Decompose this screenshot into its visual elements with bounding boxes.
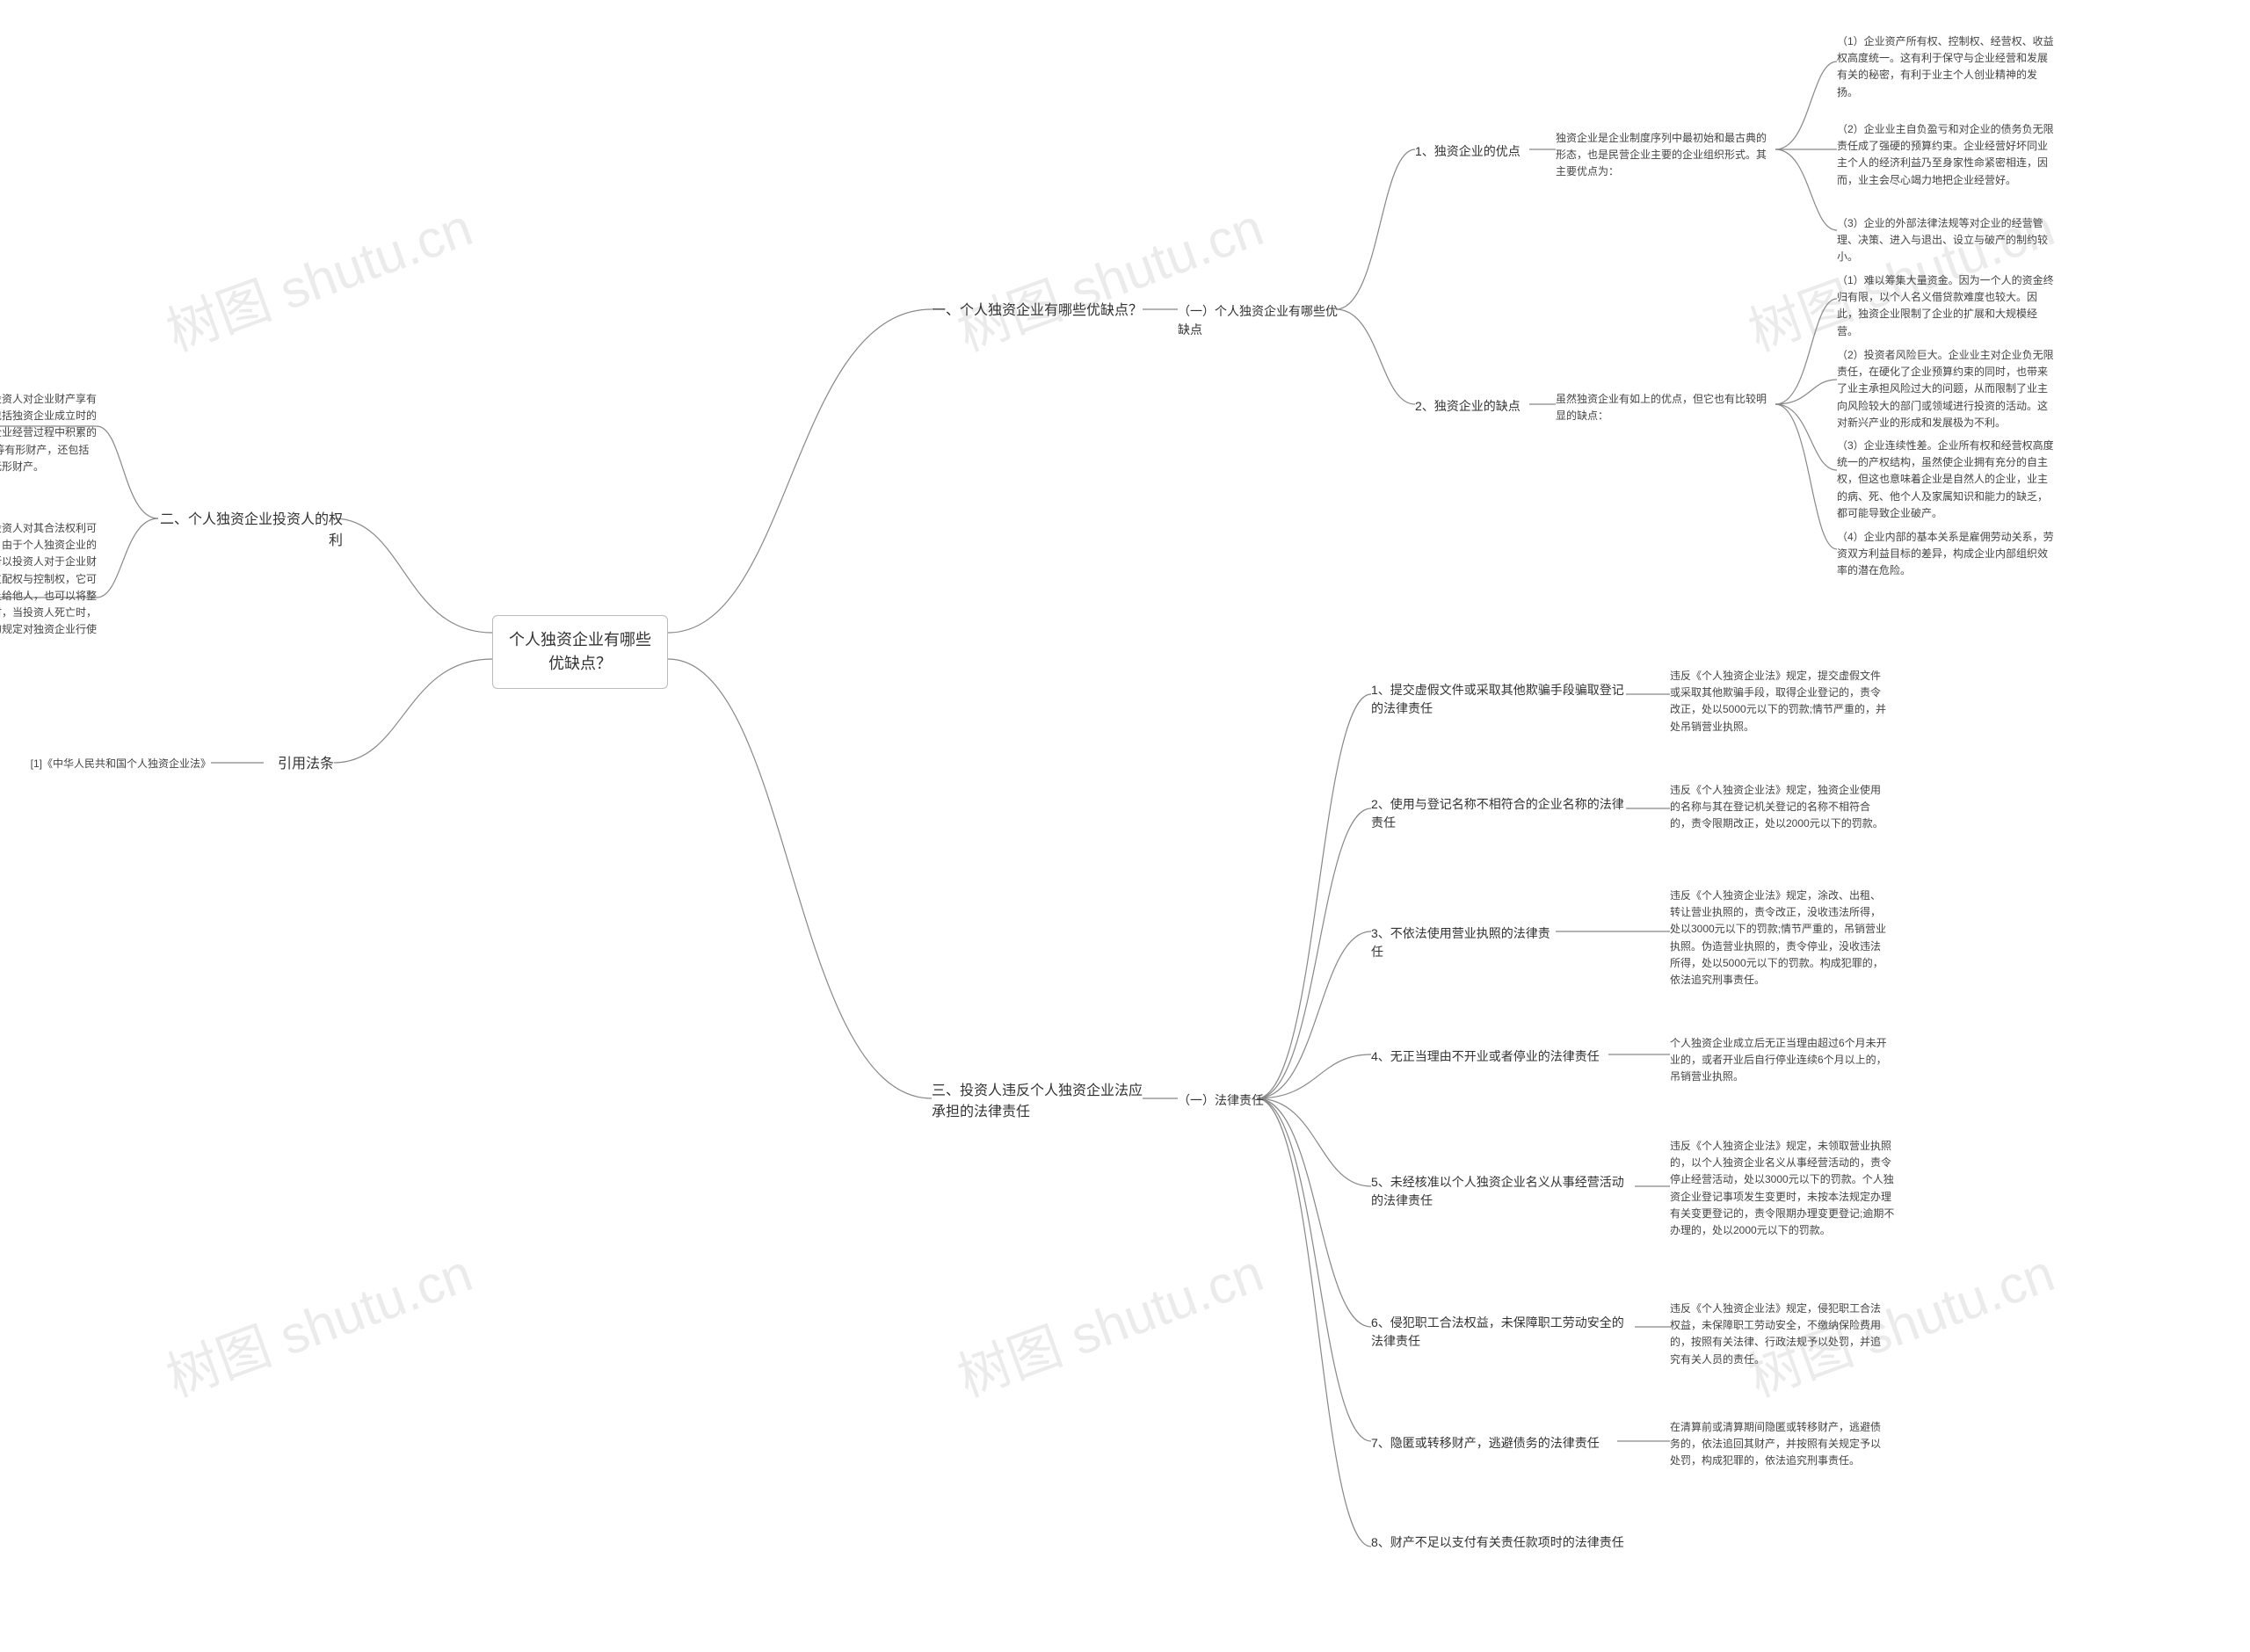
b3-item-2-label: 2、使用与登记名称不相符合的企业名称的法律责任 <box>1371 795 1626 832</box>
b3-item-1-label: 1、提交虚假文件或采取其他欺骗手段骗取登记的法律责任 <box>1371 681 1626 718</box>
b3-item-2-desc: 违反《个人独资企业法》规定，独资企业使用的名称与其在登记机关登记的名称不相符合的… <box>1670 782 1890 833</box>
watermark: 树图 shutu.cn <box>946 1230 1272 1411</box>
branch-3-sub: （一）法律责任 <box>1178 1091 1266 1110</box>
b3-item-3-desc: 违反《个人独资企业法》规定，涂改、出租、转让营业执照的，责令改正，没收违法所得，… <box>1670 888 1890 989</box>
b3-item-7-desc: 在清算前或清算期间隐匿或转移财产，逃避债务的，依法追回其财产，并按照有关规定予以… <box>1670 1419 1890 1470</box>
dis-label: 2、独资企业的缺点 <box>1415 397 1529 416</box>
watermark: 树图 shutu.cn <box>155 185 481 366</box>
branch-3: 三、投资人违反个人独资企业法应承担的法律责任 <box>932 1081 1143 1123</box>
adv-item-1: （1）企业资产所有权、控制权、经营权、收益权高度统一。这有利于保守与企业经营和发… <box>1837 33 2057 101</box>
dis-item-4: （4）企业内部的基本关系是雇佣劳动关系，劳资双方利益目标的差异，构成企业内部组织… <box>1837 529 2057 580</box>
root-node: 个人独资企业有哪些优缺点？ <box>492 615 668 689</box>
b3-item-6-label: 6、侵犯职工合法权益，未保障职工劳动安全的法律责任 <box>1371 1314 1635 1351</box>
branch-4: 引用法条 <box>264 754 334 775</box>
b3-item-6-desc: 违反《个人独资企业法》规定，侵犯职工合法权益，未保障职工劳动安全，不缴纳保险费用… <box>1670 1301 1890 1368</box>
branch-2: 二、个人独资企业投资人的权利 <box>158 510 343 552</box>
adv-label: 1、独资企业的优点 <box>1415 142 1529 161</box>
b3-item-5-label: 5、未经核准以个人独资企业名义从事经营活动的法律责任 <box>1371 1173 1635 1210</box>
adv-item-3: （3）企业的外部法律法规等对企业的经营管理、决策、进入与退出、设立与破产的制约较… <box>1837 215 2057 266</box>
branch-1: 一、个人独资企业有哪些优缺点？ <box>932 301 1151 322</box>
branch-4-item: [1]《中华人民共和国个人独资企业法》 <box>9 756 211 772</box>
dis-desc: 虽然独资企业有如上的优点，但它也有比较明显的缺点： <box>1556 391 1775 424</box>
branch-2-item-2: （二）个人独资企业的投资人对其合法权利可以依法进行转让或继承。由于个人独资企业的… <box>0 520 97 656</box>
dis-item-3: （3）企业连续性差。企业所有权和经营权高度统一的产权结构，虽然使企业拥有充分的自… <box>1837 438 2057 522</box>
dis-item-1: （1）难以筹集大量资金。因为一个人的资金终归有限，以个人名义借贷款难度也较大。因… <box>1837 272 2057 340</box>
b3-item-8-label: 8、财产不足以支付有关责任款项时的法律责任 <box>1371 1533 1635 1552</box>
adv-desc: 独资企业是企业制度序列中最初始和最古典的形态，也是民营企业主要的企业组织形式。其… <box>1556 130 1775 181</box>
watermark: 树图 shutu.cn <box>155 1230 481 1411</box>
b3-item-3-label: 3、不依法使用营业执照的法律责任 <box>1371 924 1556 961</box>
b3-item-7-label: 7、隐匿或转移财产，逃避债务的法律责任 <box>1371 1434 1617 1453</box>
branch-1-sub: （一）个人独资企业有哪些优缺点 <box>1178 302 1345 339</box>
dis-item-2: （2）投资者风险巨大。企业业主对企业负无限责任，在硬化了企业预算约束的同时，也带… <box>1837 347 2057 431</box>
branch-2-item-1: （一）个人独资企业的投资人对企业财产享有所有权。这里的财产既包括独资企业成立时的… <box>0 391 97 475</box>
b3-item-4-desc: 个人独资企业成立后无正当理由超过6个月未开业的，或者开业后自行停业连续6个月以上… <box>1670 1035 1890 1086</box>
adv-item-2: （2）企业业主自负盈亏和对企业的债务负无限责任成了强硬的预算约束。企业经营好坏同… <box>1837 121 2057 189</box>
b3-item-4-label: 4、无正当理由不开业或者停业的法律责任 <box>1371 1047 1608 1066</box>
b3-item-5-desc: 违反《个人独资企业法》规定，未领取营业执照的，以个人独资企业名义从事经营活动的，… <box>1670 1138 1898 1239</box>
b3-item-1-desc: 违反《个人独资企业法》规定，提交虚假文件或采取其他欺骗手段，取得企业登记的，责令… <box>1670 668 1890 735</box>
